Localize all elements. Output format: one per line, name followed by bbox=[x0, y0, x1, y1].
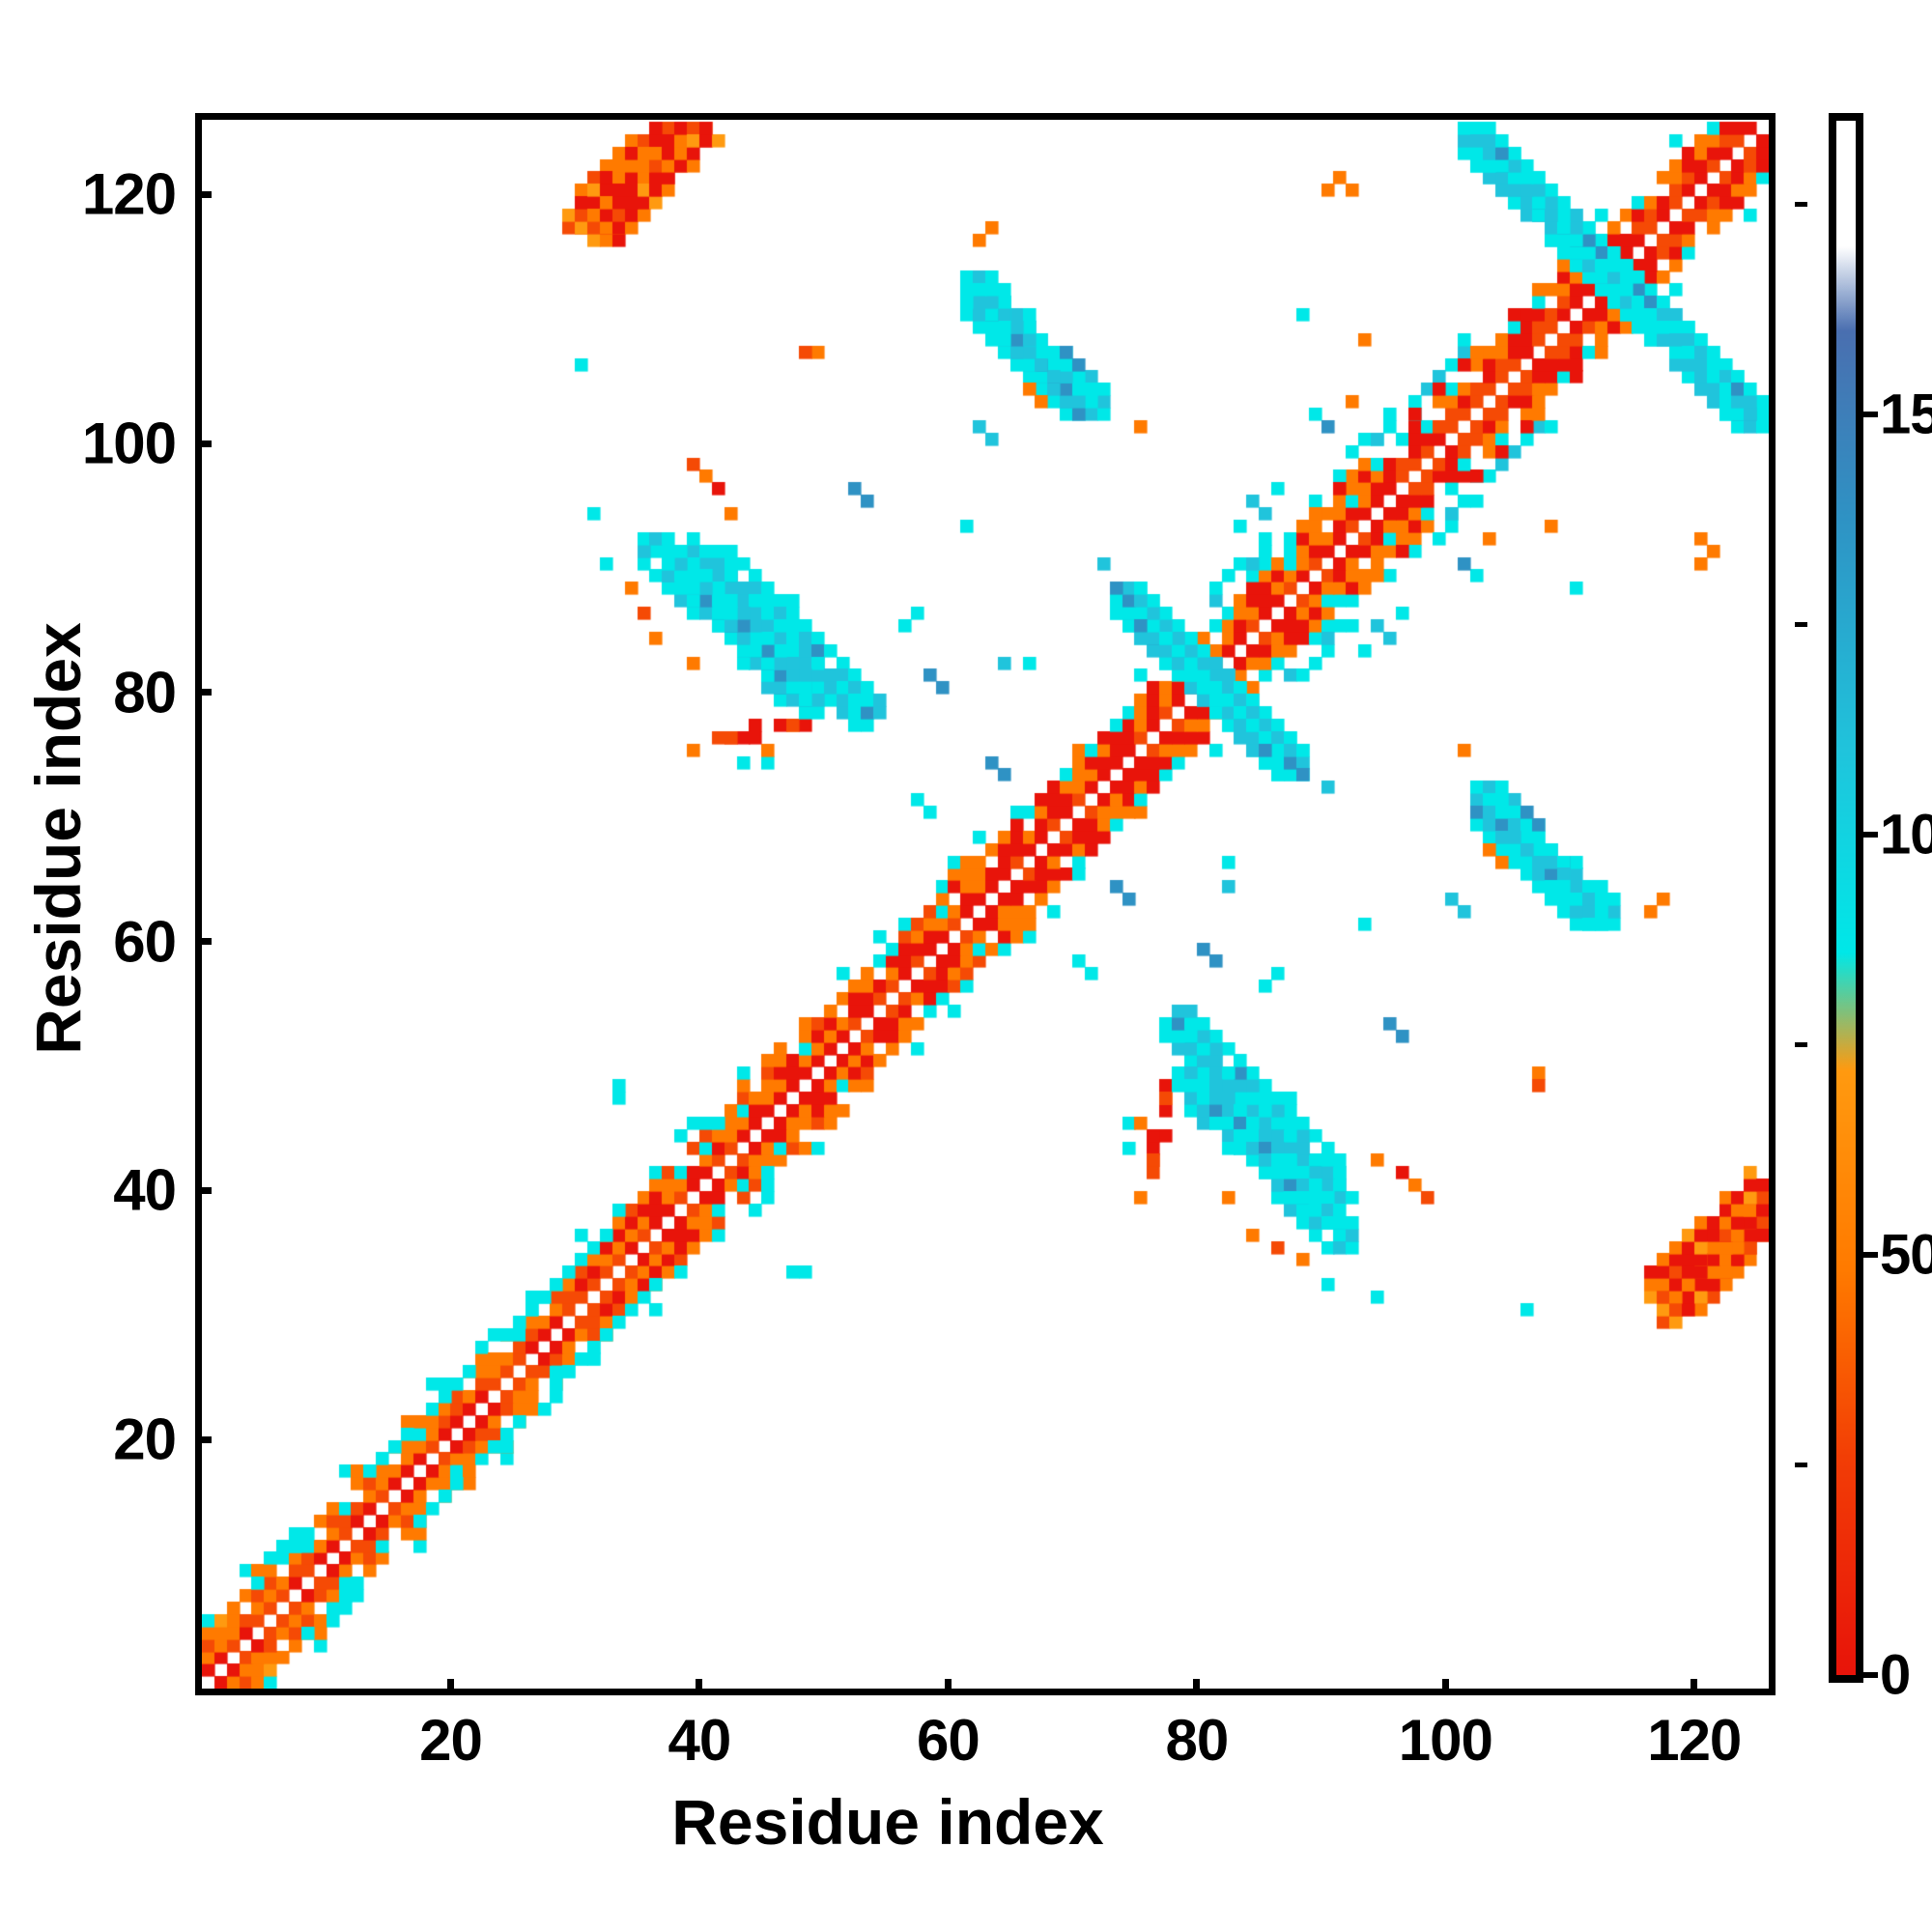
x-tick-label: 60 bbox=[917, 1708, 980, 1773]
y-tick-mark bbox=[195, 938, 212, 946]
y-tick-label: 20 bbox=[113, 1406, 177, 1472]
y-tick-label: 120 bbox=[81, 161, 177, 227]
x-tick-label: 80 bbox=[1165, 1708, 1229, 1773]
y-tick-label: 40 bbox=[113, 1157, 177, 1223]
plot-right-minor-tick bbox=[1795, 202, 1807, 208]
x-tick-label: 20 bbox=[419, 1708, 483, 1773]
y-tick-label: 60 bbox=[113, 909, 177, 975]
y-tick-mark bbox=[195, 190, 212, 198]
x-tick-mark bbox=[944, 1679, 952, 1695]
colorbar-tick-mark bbox=[1863, 412, 1878, 418]
x-tick-mark bbox=[446, 1679, 454, 1695]
colorbar bbox=[1829, 113, 1863, 1683]
y-tick-mark bbox=[195, 689, 212, 696]
y-tick-mark bbox=[195, 440, 212, 447]
y-tick-mark bbox=[195, 1435, 212, 1443]
heatmap-plot-area bbox=[195, 113, 1776, 1695]
x-axis-title: Residue index bbox=[671, 1786, 1104, 1858]
x-tick-mark bbox=[696, 1679, 703, 1695]
colorbar-tick-mark bbox=[1863, 1252, 1878, 1259]
contact-map-canvas bbox=[202, 120, 1769, 1689]
colorbar-gradient bbox=[1836, 121, 1856, 1675]
plot-right-minor-tick bbox=[1795, 622, 1807, 628]
colorbar-tick-mark bbox=[1863, 1672, 1878, 1678]
x-tick-mark bbox=[1441, 1679, 1449, 1695]
x-tick-label: 40 bbox=[668, 1708, 732, 1773]
x-tick-mark bbox=[1193, 1679, 1201, 1695]
colorbar-tick-label: 50 bbox=[1880, 1223, 1932, 1287]
x-tick-label: 120 bbox=[1647, 1708, 1742, 1773]
colorbar-tick-mark bbox=[1863, 832, 1878, 838]
plot-right-minor-tick bbox=[1795, 1463, 1807, 1468]
x-tick-label: 100 bbox=[1398, 1708, 1493, 1773]
colorbar-tick-label: 100 bbox=[1880, 803, 1932, 867]
x-tick-mark bbox=[1690, 1679, 1698, 1695]
y-tick-label: 100 bbox=[81, 411, 177, 476]
y-tick-label: 80 bbox=[113, 660, 177, 725]
y-tick-mark bbox=[195, 1186, 212, 1194]
colorbar-tick-label: 0 bbox=[1880, 1643, 1911, 1707]
colorbar-tick-label: 150 bbox=[1880, 383, 1932, 446]
plot-right-minor-tick bbox=[1795, 1042, 1807, 1048]
y-axis-title: Residue index bbox=[22, 622, 94, 1055]
